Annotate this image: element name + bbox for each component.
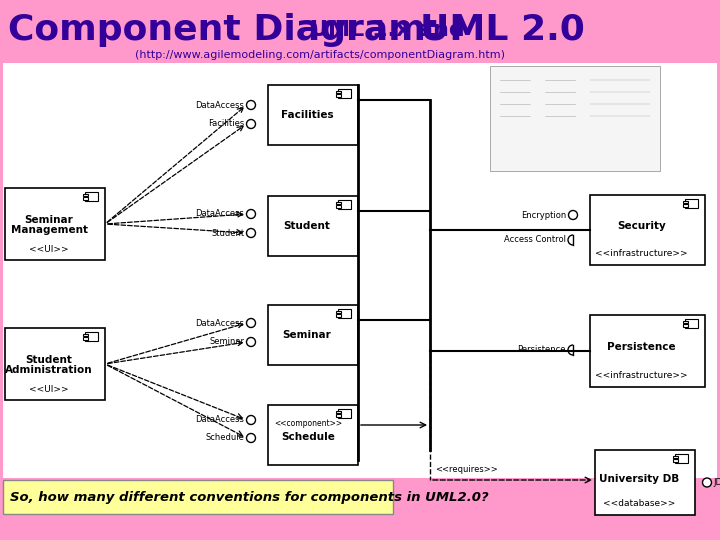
Text: DataAccess: DataAccess [196, 210, 245, 219]
Bar [590, 195, 705, 265]
Circle shape [246, 319, 256, 327]
Text: Facilities: Facilities [281, 110, 333, 120]
Bar [683, 324, 688, 327]
Bar [336, 310, 341, 313]
Text: Student: Student [26, 355, 73, 365]
Bar [672, 456, 678, 458]
Text: Seminar: Seminar [24, 215, 73, 225]
Text: So, how many different conventions for components in UML2.0?: So, how many different conventions for c… [10, 490, 489, 503]
Text: DataAccess: DataAccess [196, 319, 245, 327]
Text: Access Control: Access Control [504, 235, 566, 245]
Circle shape [246, 228, 256, 238]
Text: <<UI>>: <<UI>> [30, 384, 69, 394]
Bar [85, 192, 98, 201]
Bar [268, 305, 358, 365]
Text: Component Diagram:: Component Diagram: [8, 13, 440, 47]
Bar [683, 200, 688, 203]
Circle shape [246, 210, 256, 219]
Bar [672, 459, 678, 462]
Text: DataAccess: DataAccess [196, 100, 245, 110]
Text: <<infrastructure>>: <<infrastructure>> [595, 372, 688, 381]
Bar [5, 328, 105, 400]
Bar [336, 201, 341, 204]
Bar [338, 89, 351, 98]
Bar [590, 315, 705, 387]
Bar [683, 204, 688, 206]
Text: <<requires>>: <<requires>> [435, 465, 498, 475]
Text: Encryption: Encryption [521, 211, 567, 219]
Bar [595, 450, 695, 515]
Bar [685, 199, 698, 208]
Bar [85, 332, 98, 341]
Text: <<UI>>: <<UI>> [30, 245, 69, 253]
Bar [336, 91, 341, 93]
Bar [336, 414, 341, 416]
Text: UML 1.x and: UML 1.x and [310, 20, 472, 40]
Text: Schedule: Schedule [281, 432, 335, 442]
Text: Persistence: Persistence [518, 346, 566, 354]
Bar [83, 334, 88, 336]
Bar [268, 85, 358, 145]
Text: Student: Student [212, 228, 245, 238]
Text: University DB: University DB [599, 474, 679, 483]
Text: Seminar: Seminar [210, 338, 245, 347]
Bar [83, 337, 88, 340]
Bar [3, 480, 393, 514]
Bar [338, 309, 351, 318]
Text: Facilities: Facilities [208, 119, 245, 129]
Circle shape [569, 211, 577, 219]
Text: UML 2.0: UML 2.0 [420, 13, 585, 47]
Text: Persistence: Persistence [607, 342, 676, 352]
Circle shape [703, 478, 711, 487]
Text: <<database>>: <<database>> [603, 500, 675, 509]
Bar [336, 314, 341, 316]
Circle shape [246, 434, 256, 442]
Bar [683, 321, 688, 323]
Text: Student: Student [284, 221, 330, 231]
Text: <<infrastructure>>: <<infrastructure>> [595, 249, 688, 259]
Bar [268, 196, 358, 256]
Bar [83, 193, 88, 196]
Bar [338, 409, 351, 418]
Circle shape [246, 119, 256, 129]
Text: Security: Security [617, 221, 666, 231]
Bar [675, 454, 688, 463]
Bar [83, 197, 88, 199]
Bar [338, 200, 351, 209]
Bar [336, 205, 341, 207]
Text: (http://www.agilemodeling.com/artifacts/componentDiagram.htm): (http://www.agilemodeling.com/artifacts/… [135, 50, 505, 60]
Text: Seminar: Seminar [283, 330, 331, 340]
Circle shape [246, 100, 256, 110]
Bar [3, 63, 717, 478]
Circle shape [246, 338, 256, 347]
Bar [490, 66, 660, 171]
Bar [5, 188, 105, 260]
Text: JDBC: JDBC [714, 478, 720, 487]
Bar [336, 94, 341, 97]
Text: DataAccess: DataAccess [196, 415, 245, 424]
Bar [685, 319, 698, 328]
Circle shape [246, 415, 256, 424]
Bar [336, 410, 341, 413]
Text: Administration: Administration [5, 365, 93, 375]
Text: Management: Management [11, 225, 88, 235]
Bar [268, 405, 358, 465]
Text: Schedule: Schedule [206, 434, 245, 442]
Text: <<component>>: <<component>> [274, 418, 342, 428]
